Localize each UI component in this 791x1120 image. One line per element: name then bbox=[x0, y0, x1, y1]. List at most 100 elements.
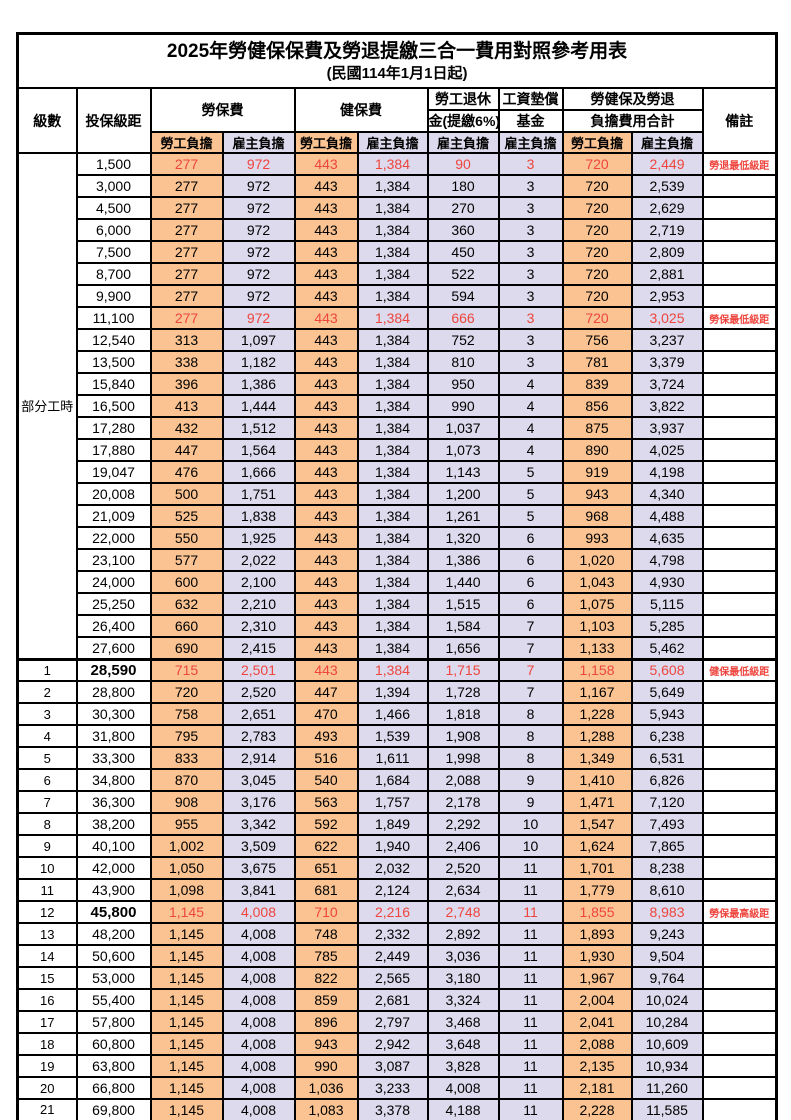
labor-worker-cell: 525 bbox=[149, 504, 224, 528]
table-row: 8,700 277 972 443 1,384 522 3 720 2,881 bbox=[18, 262, 778, 286]
title-row: 2025年勞健保保費及勞退提繳三合一費用對照參考用表 (民國114年1月1日起) bbox=[16, 32, 778, 89]
total-worker-cell: 2,088 bbox=[561, 1032, 633, 1056]
wage-fund-employer-cell: 8 bbox=[497, 746, 564, 770]
pension-employer-cell: 522 bbox=[426, 262, 500, 286]
header-total-line1: 勞健保及勞退 bbox=[561, 87, 704, 111]
labor-worker-cell: 277 bbox=[149, 174, 224, 198]
health-employer-cell: 1,384 bbox=[356, 196, 429, 220]
health-employer-cell: 1,384 bbox=[356, 614, 429, 638]
total-employer-cell: 5,462 bbox=[630, 636, 704, 660]
labor-employer-cell: 1,925 bbox=[221, 526, 296, 550]
health-employer-cell: 2,797 bbox=[356, 1010, 429, 1034]
health-worker-cell: 943 bbox=[293, 1032, 359, 1056]
labor-employer-cell: 1,097 bbox=[221, 328, 296, 352]
health-worker-cell: 443 bbox=[293, 350, 359, 374]
remark-cell bbox=[701, 416, 778, 440]
wage-fund-employer-cell: 3 bbox=[497, 218, 564, 242]
level-cell: 19 bbox=[16, 1054, 78, 1078]
wage-fund-employer-cell: 11 bbox=[497, 966, 564, 990]
labor-worker-cell: 1,002 bbox=[149, 834, 224, 858]
wage-fund-employer-cell: 7 bbox=[497, 614, 564, 638]
health-employer-cell: 1,384 bbox=[356, 262, 429, 286]
bracket-cell: 57,800 bbox=[75, 1010, 152, 1034]
level-cell: 7 bbox=[16, 790, 78, 814]
table-row: 7,500 277 972 443 1,384 450 3 720 2,809 bbox=[18, 240, 778, 264]
pension-employer-cell: 990 bbox=[426, 394, 500, 418]
health-worker-cell: 443 bbox=[293, 152, 359, 176]
total-worker-cell: 2,181 bbox=[561, 1076, 633, 1100]
pension-employer-cell: 2,178 bbox=[426, 790, 500, 814]
total-employer-cell: 2,953 bbox=[630, 284, 704, 308]
total-employer-cell: 2,809 bbox=[630, 240, 704, 264]
subheader-total-worker: 勞工負擔 bbox=[561, 131, 633, 154]
table-row: 16 55,400 1,145 4,008 859 2,681 3,324 11 2,004 10… bbox=[16, 988, 778, 1012]
labor-worker-cell: 1,145 bbox=[149, 900, 224, 924]
wage-fund-employer-cell: 9 bbox=[497, 768, 564, 792]
total-worker-cell: 1,471 bbox=[561, 790, 633, 814]
bracket-cell: 69,800 bbox=[75, 1098, 152, 1120]
wage-fund-employer-cell: 3 bbox=[497, 174, 564, 198]
total-worker-cell: 756 bbox=[561, 328, 633, 352]
bracket-cell: 9,900 bbox=[75, 284, 152, 308]
total-worker-cell: 1,133 bbox=[561, 636, 633, 660]
health-worker-cell: 622 bbox=[293, 834, 359, 858]
labor-employer-cell: 972 bbox=[221, 174, 296, 198]
labor-worker-cell: 955 bbox=[149, 812, 224, 836]
total-worker-cell: 919 bbox=[561, 460, 633, 484]
total-employer-cell: 4,340 bbox=[630, 482, 704, 506]
pension-employer-cell: 2,634 bbox=[426, 878, 500, 902]
level-cell: 17 bbox=[16, 1010, 78, 1034]
health-worker-cell: 443 bbox=[293, 174, 359, 198]
table-row: 19,047 476 1,666 443 1,384 1,143 5 919 4,198 bbox=[18, 460, 778, 484]
total-employer-cell: 7,493 bbox=[630, 812, 704, 836]
table-row: 20 66,800 1,145 4,008 1,036 3,233 4,008 11 2,181… bbox=[16, 1076, 778, 1100]
labor-employer-cell: 2,022 bbox=[221, 548, 296, 572]
total-worker-cell: 1,075 bbox=[561, 592, 633, 616]
total-employer-cell: 5,285 bbox=[630, 614, 704, 638]
wage-fund-employer-cell: 3 bbox=[497, 196, 564, 220]
table-row: 13 48,200 1,145 4,008 748 2,332 2,892 11 1,893 9,… bbox=[16, 922, 778, 946]
remark-cell bbox=[701, 1076, 778, 1100]
remark-cell bbox=[701, 790, 778, 814]
remark-cell bbox=[701, 768, 778, 792]
total-employer-cell: 2,881 bbox=[630, 262, 704, 286]
wage-fund-employer-cell: 9 bbox=[497, 790, 564, 814]
health-employer-cell: 2,565 bbox=[356, 966, 429, 990]
remark-cell bbox=[701, 834, 778, 858]
remark-cell bbox=[701, 636, 778, 660]
remark-cell bbox=[701, 702, 778, 726]
total-employer-cell: 4,488 bbox=[630, 504, 704, 528]
health-worker-cell: 1,036 bbox=[293, 1076, 359, 1100]
labor-employer-cell: 4,008 bbox=[221, 1054, 296, 1078]
pension-employer-cell: 1,908 bbox=[426, 724, 500, 748]
labor-employer-cell: 2,415 bbox=[221, 636, 296, 660]
pension-employer-cell: 3,180 bbox=[426, 966, 500, 990]
level-cell: 4 bbox=[16, 724, 78, 748]
labor-employer-cell: 4,008 bbox=[221, 900, 296, 924]
wage-fund-employer-cell: 11 bbox=[497, 922, 564, 946]
labor-worker-cell: 277 bbox=[149, 262, 224, 286]
level-cell: 1 bbox=[16, 657, 78, 682]
pension-employer-cell: 1,200 bbox=[426, 482, 500, 506]
wage-fund-employer-cell: 5 bbox=[497, 482, 564, 506]
header-pension-line1: 勞工退休 bbox=[426, 87, 500, 111]
labor-employer-cell: 2,100 bbox=[221, 570, 296, 594]
bracket-cell: 23,100 bbox=[75, 548, 152, 572]
health-worker-cell: 990 bbox=[293, 1054, 359, 1078]
pension-employer-cell: 4,188 bbox=[426, 1098, 500, 1120]
total-worker-cell: 1,228 bbox=[561, 702, 633, 726]
remark-cell bbox=[701, 284, 778, 308]
health-employer-cell: 1,384 bbox=[356, 218, 429, 242]
subheader-total-employer: 雇主負擔 bbox=[630, 131, 704, 154]
total-worker-cell: 875 bbox=[561, 416, 633, 440]
health-employer-cell: 1,384 bbox=[356, 174, 429, 198]
health-employer-cell: 3,233 bbox=[356, 1076, 429, 1100]
health-worker-cell: 443 bbox=[293, 416, 359, 440]
health-employer-cell: 1,384 bbox=[356, 548, 429, 572]
labor-employer-cell: 2,651 bbox=[221, 702, 296, 726]
total-employer-cell: 4,930 bbox=[630, 570, 704, 594]
total-employer-cell: 9,504 bbox=[630, 944, 704, 968]
pension-employer-cell: 1,037 bbox=[426, 416, 500, 440]
labor-employer-cell: 2,783 bbox=[221, 724, 296, 748]
labor-employer-cell: 1,386 bbox=[221, 372, 296, 396]
